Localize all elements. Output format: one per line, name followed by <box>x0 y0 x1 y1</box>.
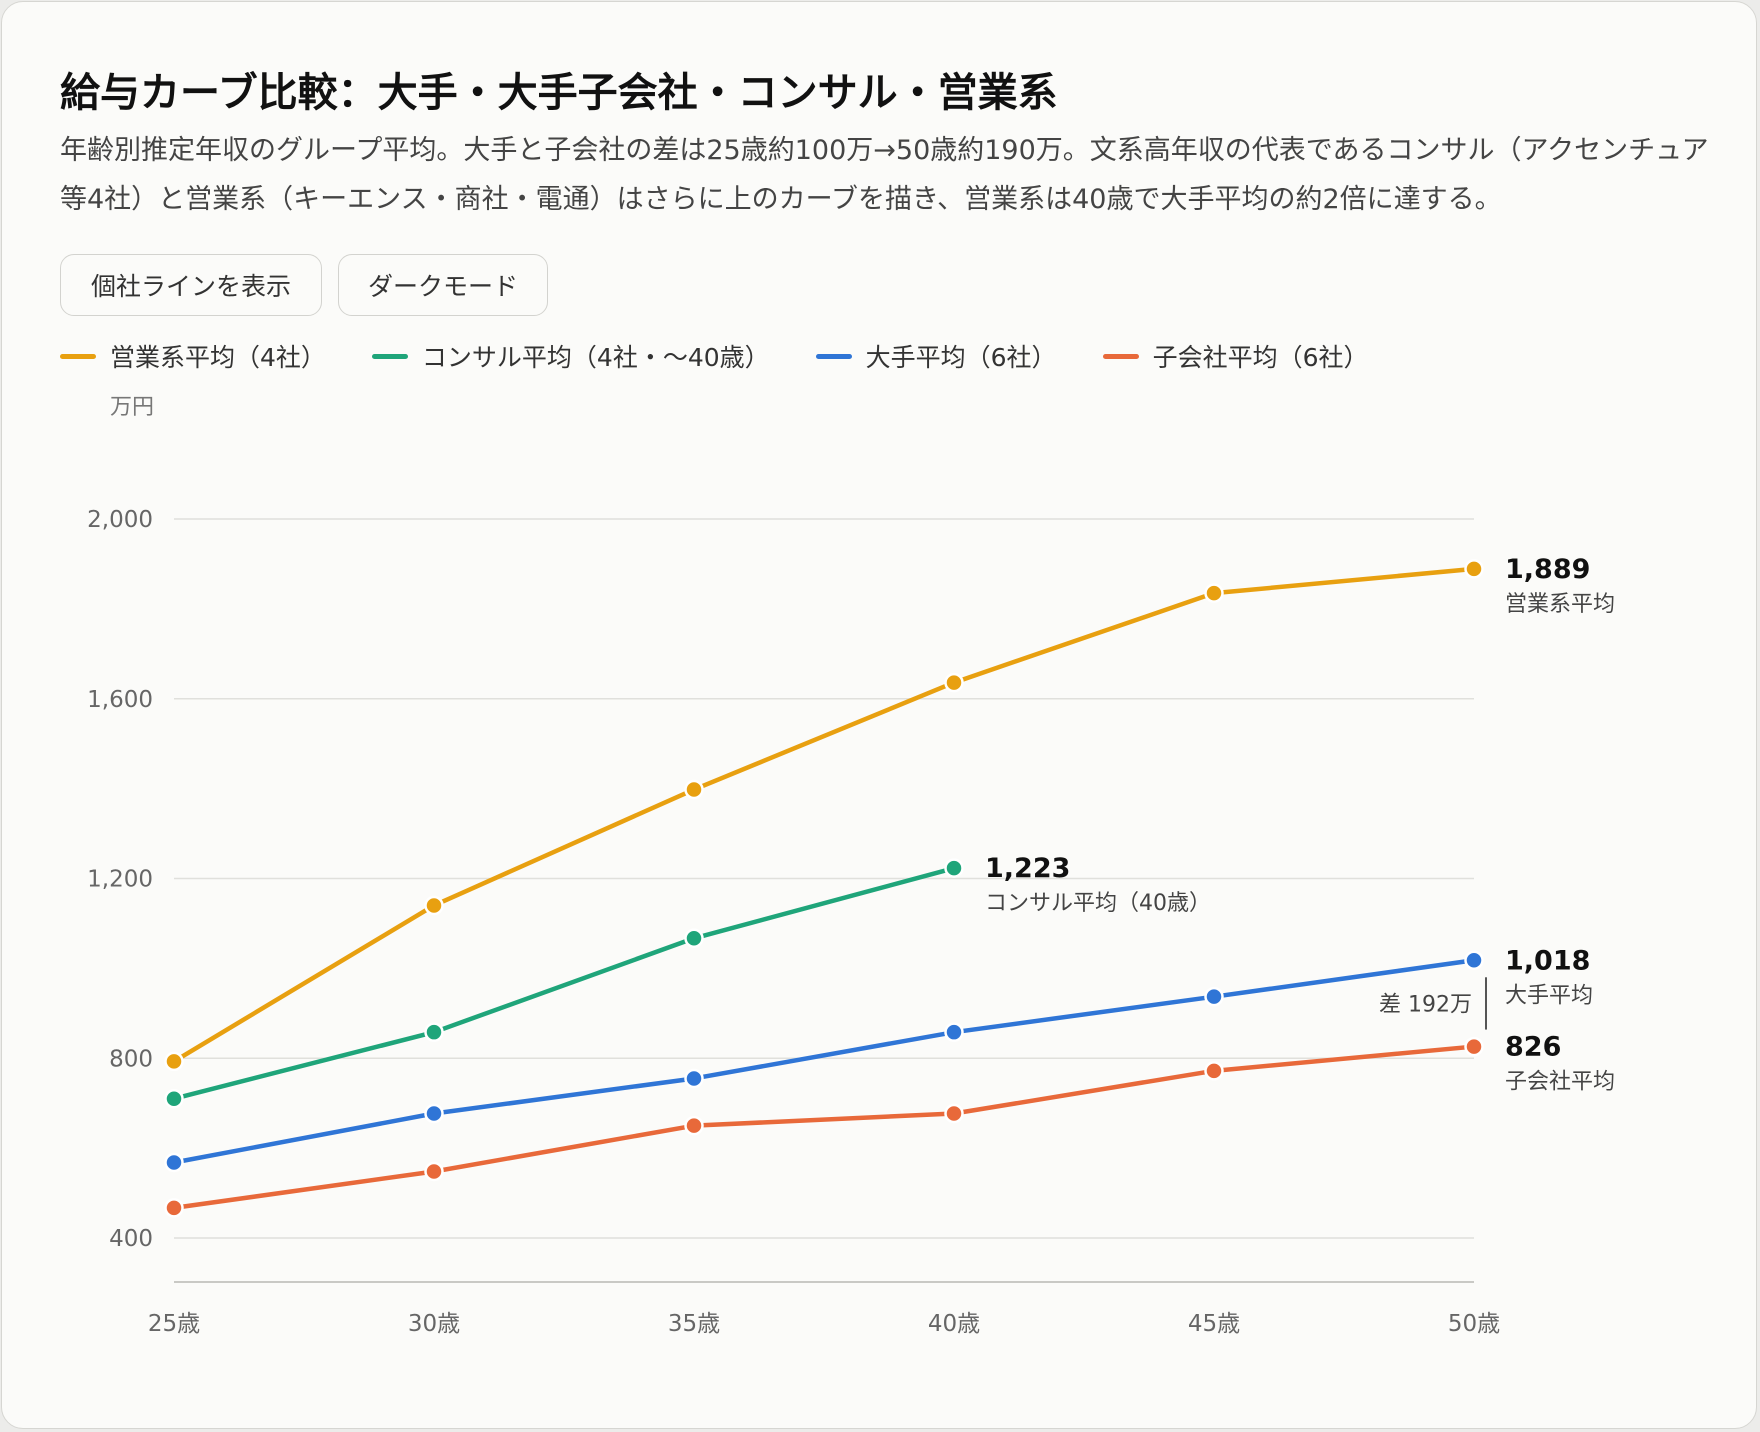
end-series-label-consul: コンサル平均（40歳） <box>985 891 1211 916</box>
legend-item-major[interactable]: 大手平均（6社） <box>815 338 1057 374</box>
legend: 営業系平均（4社） コンサル平均（4社・〜40歳） 大手平均（6社） 子会社平均… <box>60 338 1414 374</box>
data-point-sub <box>424 1161 444 1182</box>
data-point-major <box>1464 950 1484 971</box>
data-point-major <box>1204 986 1224 1007</box>
data-point-consul <box>424 1022 444 1042</box>
data-point-sales <box>1464 559 1484 579</box>
chart-title: 給与カーブ比較：大手・大手子会社・コンサル・営業系 <box>60 70 1058 116</box>
data-point-major <box>164 1152 184 1173</box>
legend-swatch-consul <box>371 353 408 359</box>
legend-label-sales: 営業系平均（4社） <box>110 343 326 372</box>
data-point-sub <box>1204 1061 1224 1081</box>
data-point-major <box>944 1022 964 1042</box>
y-tick-label: 1,600 <box>87 687 153 713</box>
difference-annotation: 差 192万 <box>1379 992 1472 1017</box>
end-series-label-sales: 営業系平均 <box>1505 592 1615 617</box>
show-individual-lines-button[interactable]: 個社ラインを表示 <box>60 254 322 316</box>
end-value-label-major: 1,018 <box>1505 945 1590 976</box>
end-value-label-consul: 1,223 <box>985 853 1070 884</box>
x-tick-label: 30歳 <box>408 1311 460 1337</box>
data-point-consul <box>164 1088 184 1109</box>
data-point-sales <box>164 1051 184 1072</box>
series-line-major <box>171 958 1477 1165</box>
data-point-major <box>684 1068 704 1089</box>
data-point-sub <box>1464 1036 1484 1057</box>
series-line-sub <box>171 1044 1477 1211</box>
legend-swatch-sub <box>1102 353 1139 359</box>
legend-label-sub: 子会社平均（6社） <box>1152 343 1369 372</box>
legend-item-sales[interactable]: 営業系平均（4社） <box>60 338 326 374</box>
data-point-sales <box>684 779 704 800</box>
chart-subtitle: 年齢別推定年収のグループ平均。大手と子会社の差は25歳約100万→50歳約190… <box>60 135 1709 215</box>
series-line-consul <box>171 865 957 1101</box>
end-series-label-sub: 子会社平均 <box>1505 1070 1615 1095</box>
y-axis-unit-label: 万円 <box>110 395 154 420</box>
end-value-label-sales: 1,889 <box>1505 554 1590 585</box>
legend-item-sub[interactable]: 子会社平均（6社） <box>1102 338 1369 374</box>
x-tick-label: 25歳 <box>148 1311 200 1337</box>
y-tick-label: 2,000 <box>87 507 153 533</box>
end-value-label-sub: 826 <box>1505 1032 1561 1063</box>
x-tick-label: 50歳 <box>1448 1311 1500 1337</box>
y-tick-label: 800 <box>109 1046 153 1072</box>
x-tick-label: 35歳 <box>668 1311 720 1337</box>
data-point-sub <box>944 1103 964 1124</box>
x-tick-label: 45歳 <box>1188 1311 1240 1337</box>
y-tick-label: 400 <box>109 1226 153 1252</box>
legend-label-consul: コンサル平均（4社・〜40歳） <box>421 343 770 372</box>
data-point-sales <box>424 895 444 916</box>
x-tick-label: 40歳 <box>928 1311 980 1337</box>
data-point-major <box>424 1103 444 1124</box>
data-point-consul <box>684 928 704 949</box>
legend-label-major: 大手平均（6社） <box>865 343 1057 372</box>
legend-swatch-major <box>815 353 852 359</box>
legend-item-consul[interactable]: コンサル平均（4社・〜40歳） <box>371 338 770 374</box>
dark-mode-button[interactable]: ダークモード <box>338 254 548 316</box>
data-point-sub <box>164 1198 184 1218</box>
data-point-sales <box>944 672 964 693</box>
data-point-sales <box>1204 583 1224 603</box>
data-point-sub <box>684 1115 704 1136</box>
series-line-sales <box>171 566 1477 1064</box>
y-tick-label: 1,200 <box>87 867 153 893</box>
end-series-label-major: 大手平均 <box>1505 983 1593 1008</box>
data-point-consul <box>944 858 964 878</box>
legend-swatch-sales <box>60 353 96 359</box>
